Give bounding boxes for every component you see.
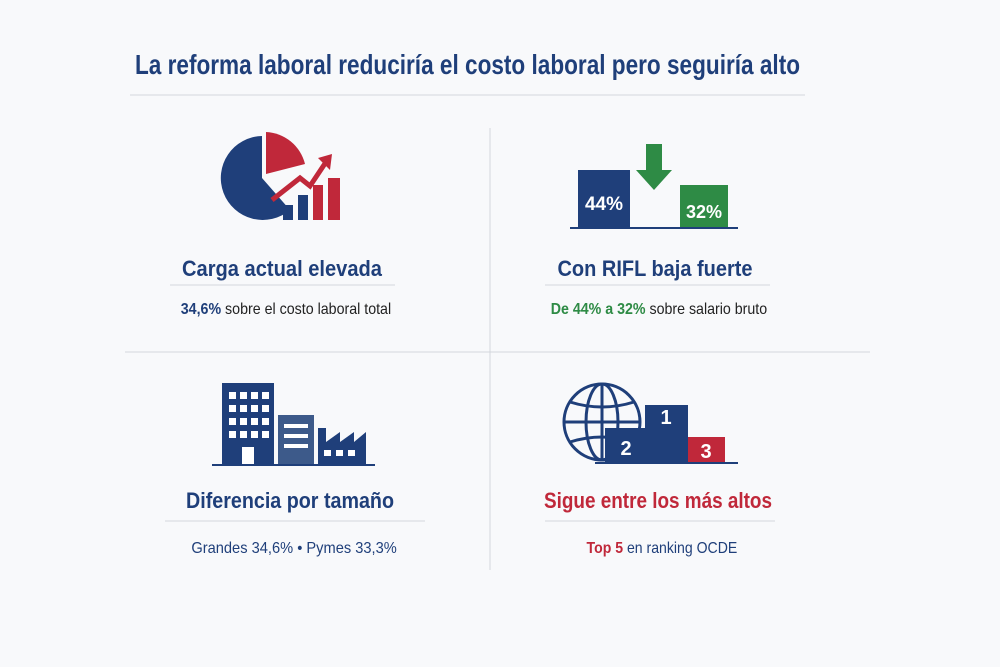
- detail-strong: 34,6%: [181, 301, 221, 318]
- icon-label: 3: [700, 441, 711, 463]
- icon-label: 1: [660, 407, 671, 429]
- detail-text: sobre el costo laboral total: [221, 301, 391, 318]
- icon-label: 44%: [585, 194, 623, 215]
- detail-text: Grandes 34,6% • Pymes 33,3%: [191, 540, 396, 557]
- title: La reforma laboral reduciría el costo la…: [135, 49, 800, 80]
- panel-heading: Con RIFL baja fuerte: [558, 256, 753, 281]
- panel-detail: 34,6% sobre el costo laboral total: [161, 301, 403, 318]
- panel-detail: De 44% a 32% sobre salario bruto: [531, 301, 779, 318]
- pie-growth-icon: [220, 132, 340, 220]
- podium: [595, 405, 738, 464]
- detail-text: en ranking OCDE: [623, 540, 737, 557]
- panel-heading: Sigue entre los más altos: [544, 488, 772, 513]
- detail-text: sobre salario bruto: [646, 301, 768, 318]
- panel-detail: Top 5 en ranking OCDE: [567, 540, 749, 557]
- panel-heading: Carga actual elevada: [182, 256, 383, 281]
- panel-detail: Grandes 34,6% • Pymes 33,3%: [171, 540, 409, 557]
- drop-icon: [570, 144, 738, 229]
- detail-strong: Top 5: [587, 540, 624, 557]
- icon-label: 32%: [686, 202, 722, 222]
- icon-label: 2: [620, 438, 631, 460]
- globe-podium-icon: [562, 382, 642, 462]
- panel-heading: Diferencia por tamaño: [186, 488, 394, 513]
- buildings-icon: [212, 383, 375, 466]
- detail-strong: De 44% a 32%: [551, 301, 646, 318]
